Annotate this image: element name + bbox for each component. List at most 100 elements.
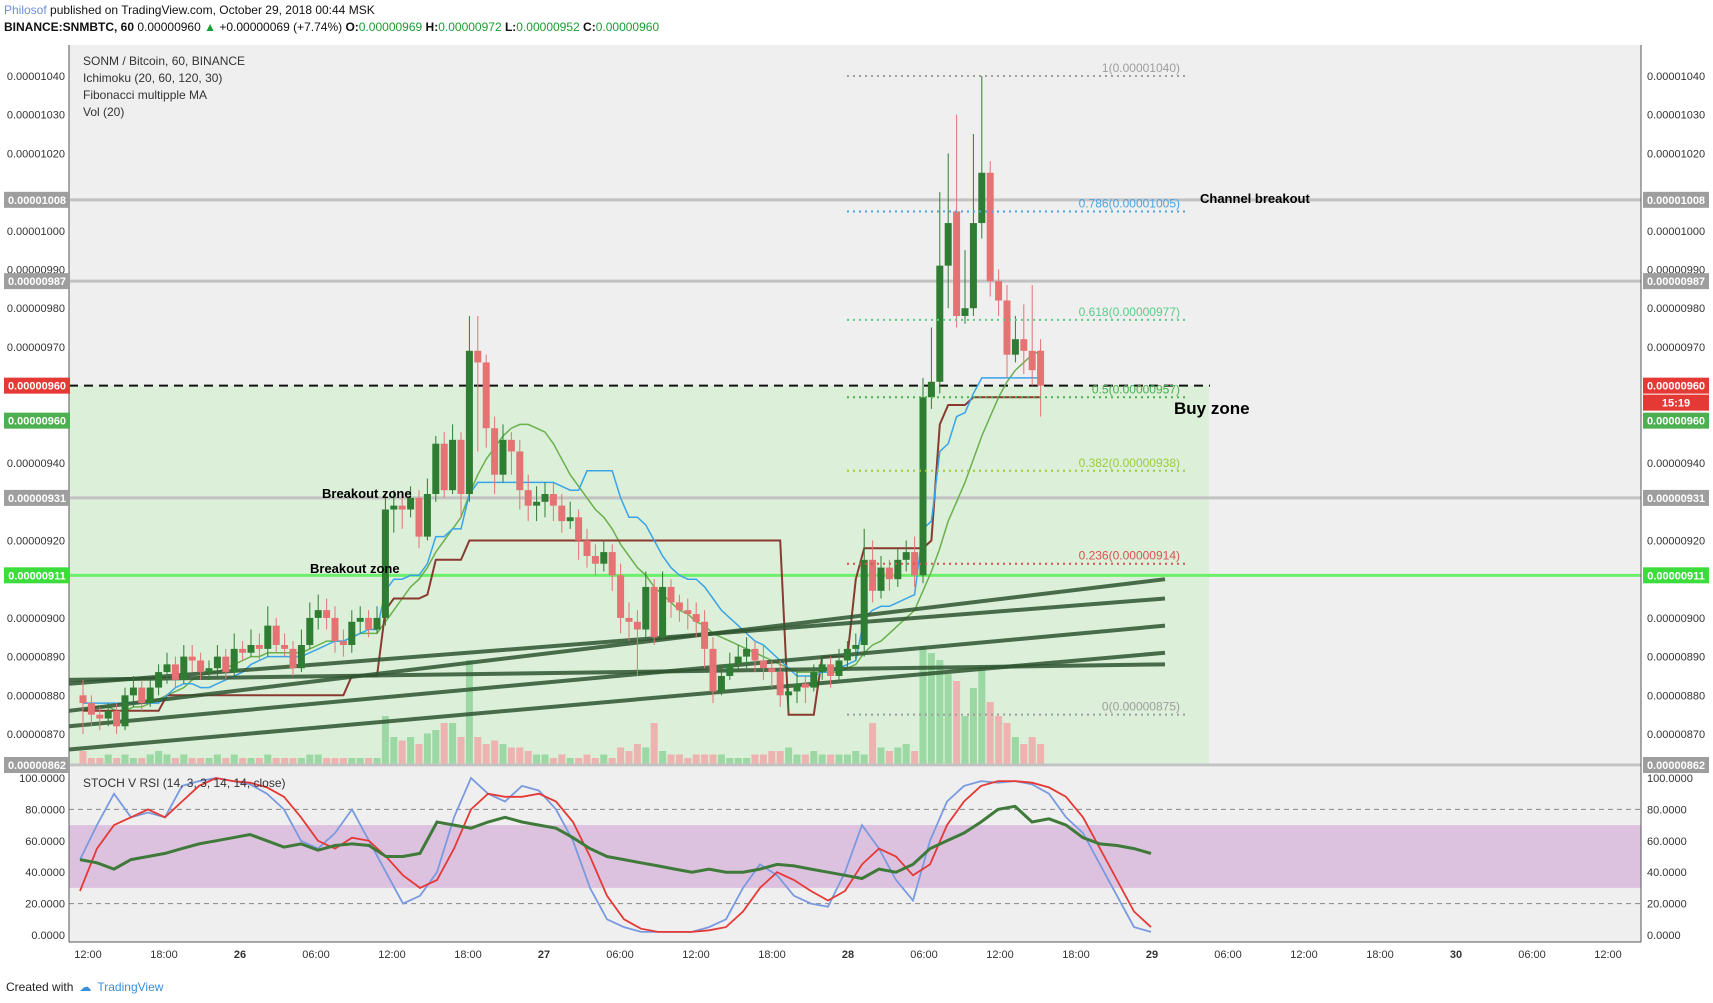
candle[interactable] — [239, 648, 247, 653]
candle[interactable] — [978, 172, 986, 224]
candle[interactable] — [549, 494, 557, 506]
candle[interactable] — [1028, 350, 1036, 371]
candle[interactable] — [944, 223, 952, 266]
candle[interactable] — [617, 575, 625, 618]
candle[interactable] — [1020, 339, 1028, 351]
author-name[interactable]: Philosof — [4, 3, 47, 17]
candle[interactable] — [499, 439, 507, 475]
candle[interactable] — [541, 494, 549, 502]
candle[interactable] — [533, 501, 541, 506]
candle[interactable] — [776, 672, 784, 696]
candle[interactable] — [373, 617, 381, 630]
candle[interactable] — [356, 617, 364, 622]
candle[interactable] — [482, 362, 490, 429]
tradingview-logo-icon[interactable]: ☁ — [79, 980, 92, 994]
candle[interactable] — [717, 675, 725, 692]
candle[interactable] — [843, 648, 851, 661]
candle[interactable] — [927, 381, 935, 398]
candle[interactable] — [381, 509, 389, 618]
candle[interactable] — [129, 687, 137, 696]
candle[interactable] — [516, 451, 524, 491]
candle[interactable] — [297, 645, 305, 669]
tradingview-brand[interactable]: TradingView — [97, 980, 164, 994]
candle[interactable] — [331, 617, 339, 642]
candle[interactable] — [449, 439, 457, 491]
candle[interactable] — [919, 397, 927, 576]
candle[interactable] — [835, 660, 843, 676]
candle[interactable] — [768, 668, 776, 673]
candle[interactable] — [87, 703, 95, 715]
candle[interactable] — [1011, 339, 1019, 355]
candle[interactable] — [423, 494, 431, 537]
candle[interactable] — [659, 586, 667, 638]
candle[interactable] — [684, 610, 692, 615]
candle[interactable] — [96, 714, 104, 719]
candle[interactable] — [440, 443, 448, 491]
candle[interactable] — [692, 614, 700, 622]
candle[interactable] — [474, 350, 482, 363]
candle[interactable] — [827, 664, 835, 676]
candle[interactable] — [566, 517, 574, 522]
candle[interactable] — [507, 439, 515, 452]
candle[interactable] — [709, 648, 717, 692]
candle[interactable] — [104, 710, 112, 719]
candle[interactable] — [390, 505, 398, 510]
candle[interactable] — [608, 552, 616, 576]
candle[interactable] — [365, 617, 373, 630]
legend-volume[interactable]: Vol (20) — [83, 105, 124, 119]
candle[interactable] — [138, 687, 146, 704]
candle[interactable] — [213, 656, 221, 669]
candle[interactable] — [323, 610, 331, 618]
legend-ichimoku[interactable]: Ichimoku (20, 60, 120, 30) — [83, 71, 222, 85]
candle[interactable] — [986, 172, 994, 282]
candle[interactable] — [432, 443, 440, 495]
candle[interactable] — [281, 645, 289, 649]
candle[interactable] — [558, 505, 566, 522]
candle[interactable] — [667, 586, 675, 603]
candle[interactable] — [339, 641, 347, 645]
candle[interactable] — [625, 617, 633, 622]
candle[interactable] — [188, 656, 196, 661]
candle[interactable] — [759, 660, 767, 669]
candle[interactable] — [936, 265, 944, 382]
candle[interactable] — [247, 645, 255, 653]
candle[interactable] — [407, 497, 415, 510]
candle[interactable] — [793, 683, 801, 692]
candle[interactable] — [902, 552, 910, 560]
candle[interactable] — [642, 586, 650, 630]
candle[interactable] — [222, 656, 230, 673]
candle[interactable] — [894, 559, 902, 580]
candle[interactable] — [969, 223, 977, 309]
candle[interactable] — [860, 559, 868, 645]
candle[interactable] — [205, 668, 213, 673]
candle[interactable] — [289, 648, 297, 669]
candle[interactable] — [197, 660, 205, 673]
candle[interactable] — [398, 505, 406, 510]
candle[interactable] — [491, 428, 499, 475]
candle[interactable] — [633, 621, 641, 630]
candle[interactable] — [810, 672, 818, 688]
candle[interactable] — [465, 350, 473, 495]
candle[interactable] — [415, 497, 423, 537]
candle[interactable] — [180, 656, 188, 680]
candle[interactable] — [785, 691, 793, 696]
candle[interactable] — [852, 645, 860, 649]
candle[interactable] — [314, 610, 322, 618]
candle[interactable] — [1037, 350, 1045, 386]
candle[interactable] — [272, 625, 280, 645]
candle[interactable] — [264, 625, 272, 649]
candle[interactable] — [255, 645, 263, 649]
legend-fib-ma[interactable]: Fibonacci multipple MA — [83, 88, 207, 102]
candle[interactable] — [726, 664, 734, 676]
candle[interactable] — [79, 695, 87, 704]
candle[interactable] — [113, 710, 121, 727]
candle[interactable] — [583, 540, 591, 556]
candle[interactable] — [524, 490, 532, 506]
candle[interactable] — [743, 648, 751, 657]
candle[interactable] — [650, 586, 658, 638]
candle[interactable] — [600, 552, 608, 564]
candle[interactable] — [146, 687, 154, 704]
candle[interactable] — [801, 683, 809, 688]
candle[interactable] — [961, 308, 969, 316]
candle[interactable] — [155, 672, 163, 688]
